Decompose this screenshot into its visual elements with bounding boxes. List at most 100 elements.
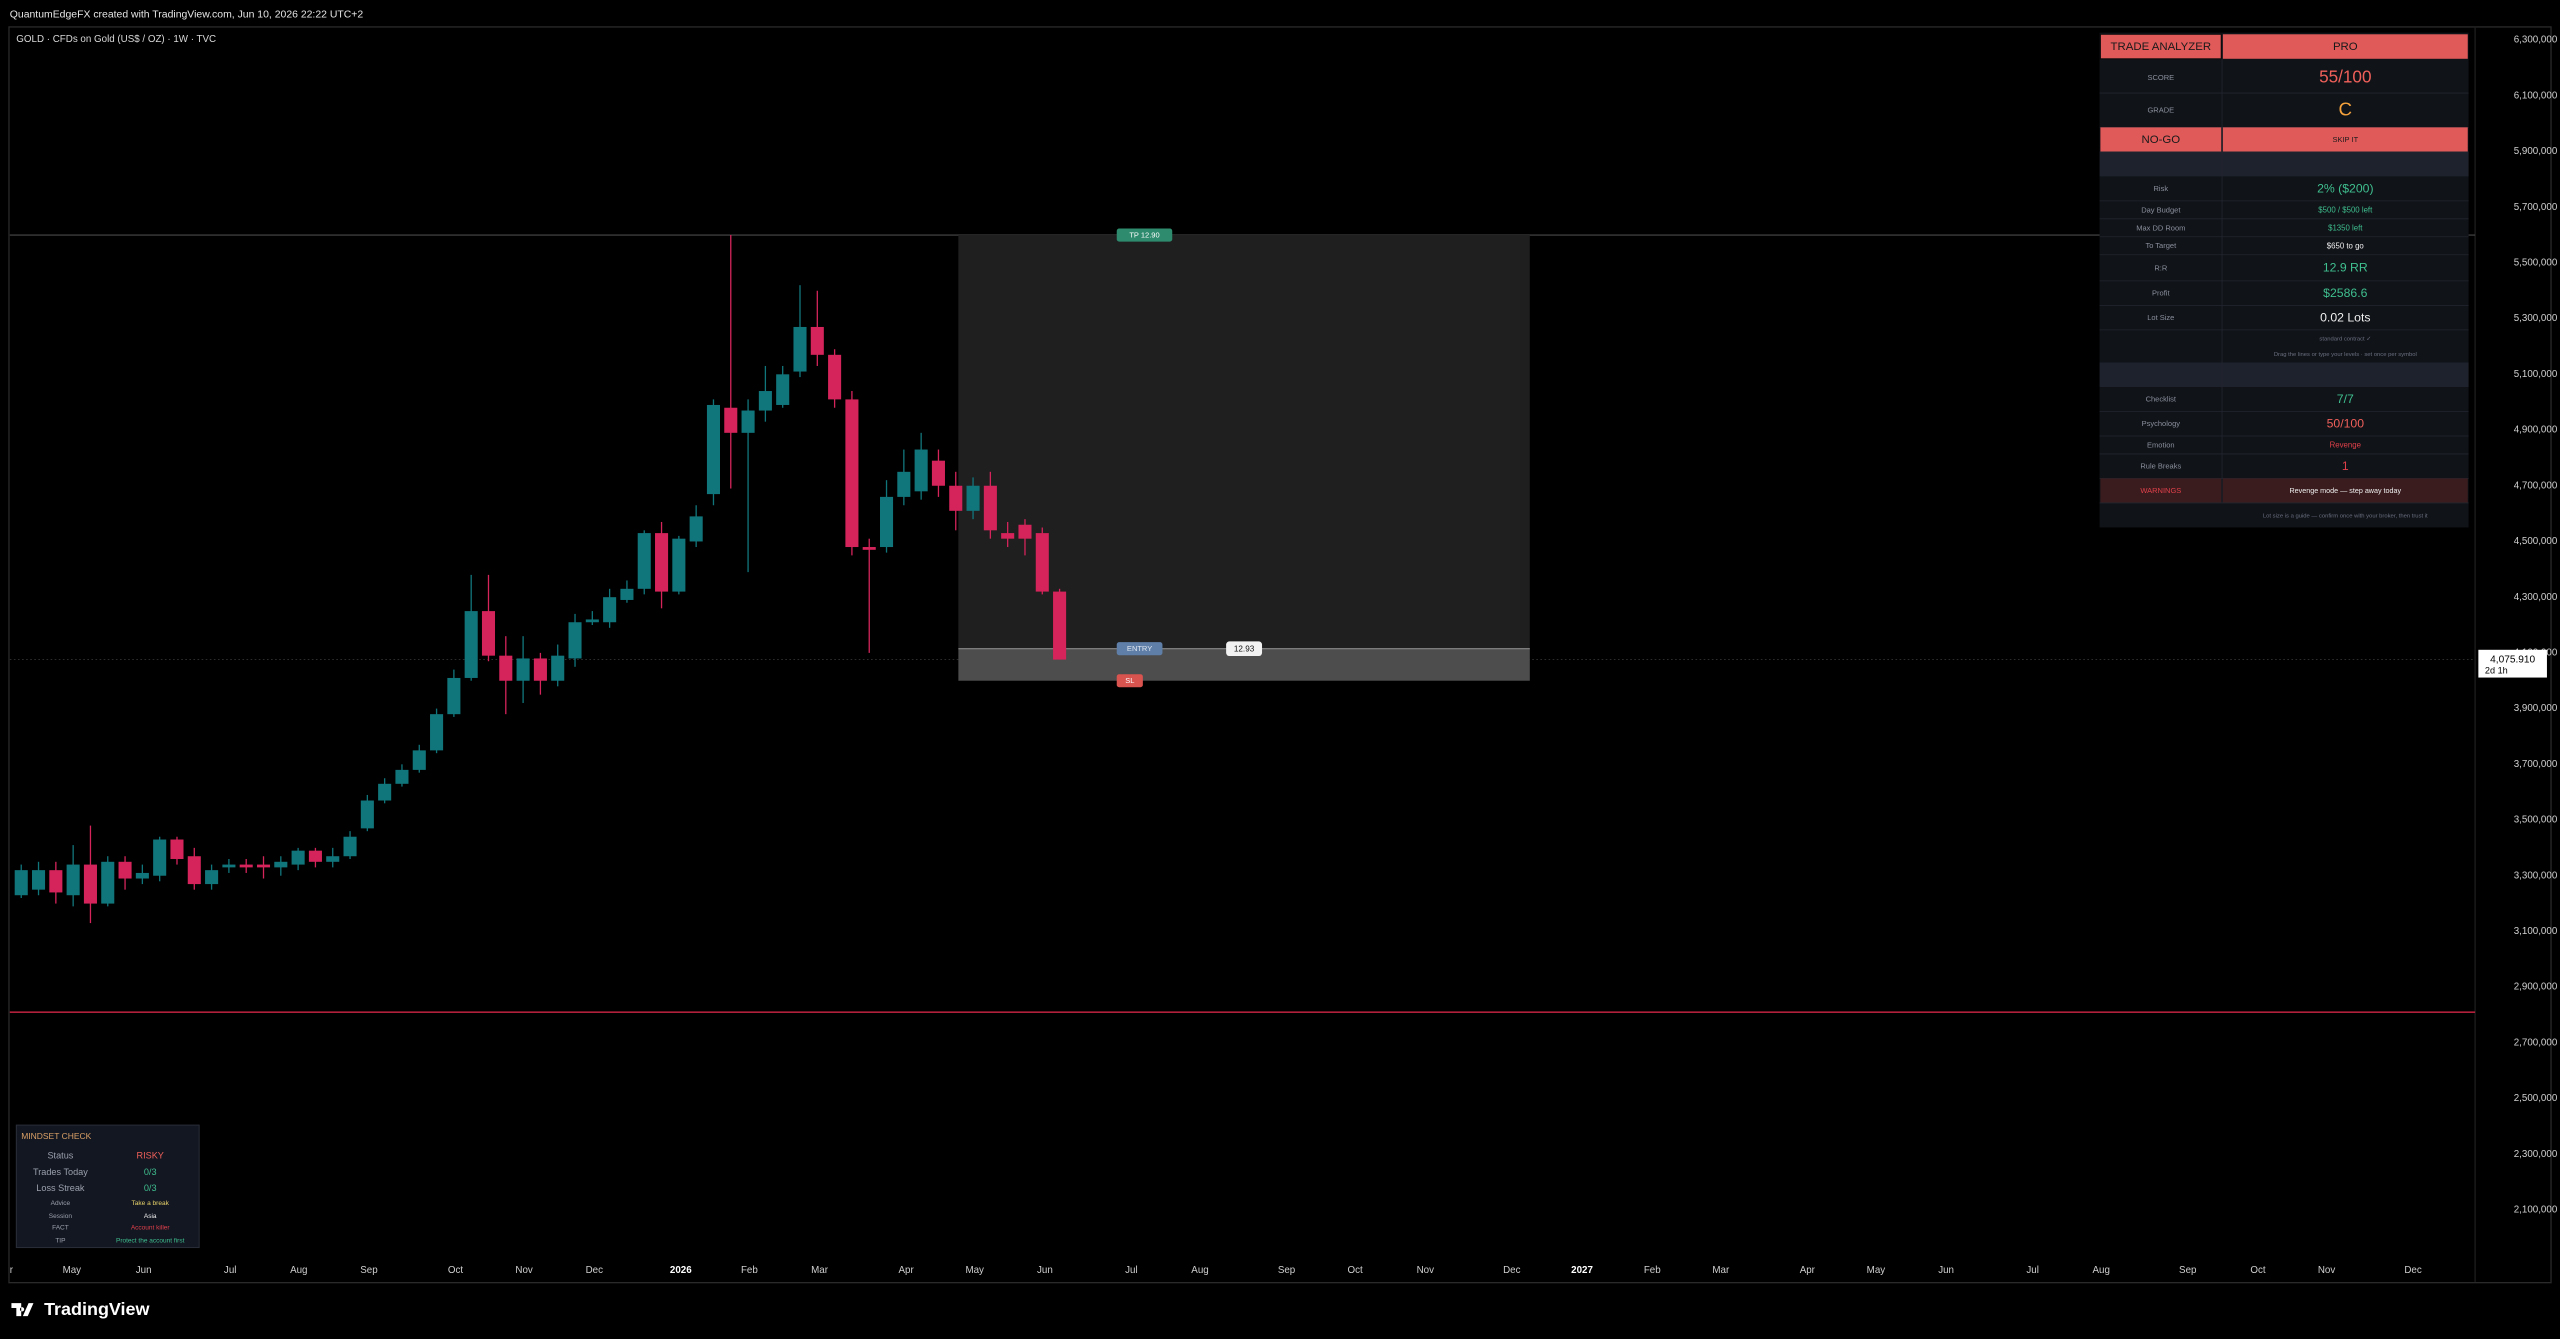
analyzer-row-label: R:R xyxy=(2154,263,2167,272)
x-tick-label: Sep xyxy=(1278,1265,1296,1276)
candle-body xyxy=(395,769,409,784)
symbol-title: GOLD · CFDs on Gold (US$ / OZ) · 1W · TV… xyxy=(16,34,216,45)
candle-body xyxy=(187,856,201,885)
mindset-row-label: Advice xyxy=(51,1200,71,1207)
analyzer-row-label: Lot Size xyxy=(2147,313,2174,322)
candle-body xyxy=(516,658,530,681)
y-tick-label: 4,700,000 xyxy=(2514,480,2558,491)
candle-body xyxy=(135,872,149,879)
brand-logo xyxy=(11,1303,34,1317)
analyzer-row-value: 7/7 xyxy=(2337,392,2354,406)
analyzer-row-label: To Target xyxy=(2145,241,2177,250)
analyzer-spacer xyxy=(2099,151,2469,177)
x-tick-label: Oct xyxy=(448,1265,463,1276)
analyzer-row-value: 55/100 xyxy=(2319,67,2371,87)
candle-body xyxy=(360,800,374,829)
candle-body xyxy=(585,619,599,623)
logo-mark xyxy=(11,1303,34,1317)
candle-body xyxy=(499,655,513,681)
y-tick-label: 2,700,000 xyxy=(2514,1037,2558,1048)
x-tick-label: 2026 xyxy=(670,1265,692,1276)
candle-body xyxy=(655,533,669,592)
candle-body xyxy=(101,861,115,904)
candle-body xyxy=(724,407,738,433)
candle-body xyxy=(170,839,184,860)
x-tick-label: 2027 xyxy=(1571,1265,1593,1276)
candle-body xyxy=(551,655,565,681)
x-tick-label: May xyxy=(63,1265,82,1276)
candle-body xyxy=(620,588,634,600)
analyzer-row-label: Emotion xyxy=(2147,440,2175,449)
x-tick-label: Dec xyxy=(586,1265,604,1276)
mindset-bg xyxy=(15,1124,200,1249)
last-price-box xyxy=(2478,649,2547,678)
candle-body xyxy=(274,861,288,868)
candle-body xyxy=(32,870,46,890)
analyzer-note: Lot size is a guide — confirm once with … xyxy=(2263,514,2428,520)
analyzer-row-value: $1350 left xyxy=(2328,223,2363,232)
y-tick-label: 5,900,000 xyxy=(2514,146,2558,157)
ratio-label: 12.93 xyxy=(1234,644,1255,653)
candle-body xyxy=(880,496,894,548)
analyzer-row-label: NO-GO xyxy=(2141,134,2180,146)
mindset-row-label: FACT xyxy=(52,1225,69,1232)
candle-body xyxy=(672,538,686,592)
candle-body xyxy=(83,864,97,904)
y-tick-label: 2,100,000 xyxy=(2514,1205,2558,1216)
mindset-row-label: Session xyxy=(49,1213,73,1220)
x-tick-label: May xyxy=(965,1265,984,1276)
analyzer-row-value: 1 xyxy=(2342,459,2349,473)
x-tick-label: Jul xyxy=(224,1265,237,1276)
y-tick-label: 3,100,000 xyxy=(2514,926,2558,937)
x-tick-label: Sep xyxy=(360,1265,378,1276)
analyzer-row-label: Day Budget xyxy=(2141,205,2181,214)
candle-body xyxy=(205,870,219,885)
countdown: 2d 1h xyxy=(2485,665,2508,675)
candle-body xyxy=(776,374,790,405)
y-tick-label: 4,500,000 xyxy=(2514,536,2558,547)
x-tick-label: Aug xyxy=(1191,1265,1208,1276)
entry-label-bg xyxy=(1116,642,1163,656)
x-tick-label: Dec xyxy=(2404,1265,2422,1276)
y-tick-label: 3,300,000 xyxy=(2514,870,2558,881)
x-tick-label: Mar xyxy=(811,1265,829,1276)
analyzer-row-bg xyxy=(2222,478,2468,503)
x-tick-label: Apr xyxy=(899,1265,915,1276)
profit-zone xyxy=(958,235,1530,649)
analyzer-row-value: 50/100 xyxy=(2327,416,2365,430)
y-tick-label: 2,500,000 xyxy=(2514,1093,2558,1104)
candle-body xyxy=(741,410,755,433)
candle-body xyxy=(481,611,496,656)
analyzer-note: standard contract ✓ xyxy=(2319,336,2371,342)
y-tick-label: 6,300,000 xyxy=(2514,35,2558,46)
candle-body xyxy=(897,471,911,497)
analyzer-row-label: Checklist xyxy=(2146,395,2177,404)
analyzer-row-value: $2586.6 xyxy=(2323,286,2367,300)
mindset-row-value: 0/3 xyxy=(144,1167,157,1177)
candle-body xyxy=(568,622,582,659)
y-tick-label: 2,300,000 xyxy=(2514,1149,2558,1160)
x-tick-label: Oct xyxy=(1347,1265,1362,1276)
analyzer-row-value: Revenge mode — step away today xyxy=(2289,487,2401,495)
last-price-label: 4,075.910 xyxy=(2490,654,2535,665)
mindset-row-label: Status xyxy=(47,1151,73,1161)
candle-body xyxy=(378,783,392,801)
candle-body xyxy=(533,658,547,681)
mindset-row-label: TIP xyxy=(55,1238,65,1245)
x-tick-label: Jul xyxy=(1125,1265,1138,1276)
analyzer-row-label: Psychology xyxy=(2142,419,2181,428)
analyzer-row-value: Revenge xyxy=(2330,441,2361,450)
analyzer-row-label: WARNINGS xyxy=(2140,486,2181,495)
candle-body xyxy=(256,864,271,868)
analyzer-row-label: Rule Breaks xyxy=(2140,462,2181,471)
candle-body xyxy=(793,326,807,372)
mindset-row-label: Trades Today xyxy=(33,1167,88,1177)
analyzer-row-value: 12.9 RR xyxy=(2323,261,2368,275)
candle-body xyxy=(862,547,876,550)
mindset-row-value: 0/3 xyxy=(144,1183,157,1193)
candle-body xyxy=(689,516,703,542)
x-tick-label: Nov xyxy=(1417,1265,1435,1276)
candle-body xyxy=(810,326,824,355)
x-tick-label: Feb xyxy=(741,1265,758,1276)
x-tick-label: Nov xyxy=(2318,1265,2336,1276)
